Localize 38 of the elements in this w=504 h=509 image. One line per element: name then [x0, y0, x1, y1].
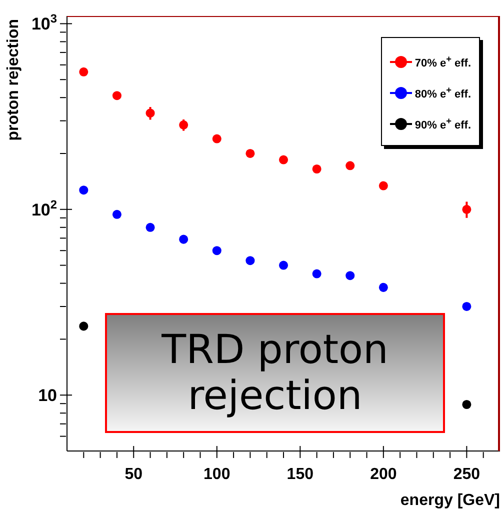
y-tick-label: 10$^{2}$ — [31, 197, 58, 220]
point — [462, 302, 472, 311]
point — [79, 322, 88, 331]
point — [378, 282, 388, 292]
x-tick-label: 250 — [453, 466, 480, 483]
point — [278, 260, 288, 270]
point — [378, 181, 388, 190]
point — [312, 164, 322, 174]
y-tick-label: 10 — [38, 386, 57, 406]
point — [179, 234, 188, 244]
point — [179, 120, 188, 130]
y-tick-label: 10$^{3}$ — [31, 12, 58, 34]
point — [246, 256, 255, 266]
point — [212, 134, 222, 144]
x-axis-title: energy [GeV] — [400, 492, 500, 509]
point — [346, 271, 355, 280]
point — [246, 148, 255, 158]
point — [146, 108, 155, 118]
legend-label: 90% e$^{+}$ eff. — [414, 116, 471, 132]
x-tick-label: 200 — [370, 466, 397, 483]
point — [462, 400, 472, 409]
legend-label: 70% e$^{+}$ eff. — [414, 54, 471, 70]
legend-label: 80% e$^{+}$ eff. — [414, 84, 471, 100]
point — [112, 210, 122, 219]
annotation: TRD proton rejection — [160, 327, 390, 419]
point — [278, 155, 288, 164]
point — [79, 67, 88, 76]
point — [212, 246, 222, 256]
x-tick-label: 150 — [286, 466, 314, 483]
point — [79, 186, 88, 195]
x-tick-label: 100 — [204, 466, 230, 483]
point — [146, 222, 155, 232]
x-tick-label: 50 — [124, 466, 143, 483]
point — [112, 91, 122, 100]
y-axis-title: proton rejection — [5, 19, 22, 141]
point — [346, 161, 355, 170]
point — [312, 269, 322, 278]
point — [462, 204, 472, 214]
